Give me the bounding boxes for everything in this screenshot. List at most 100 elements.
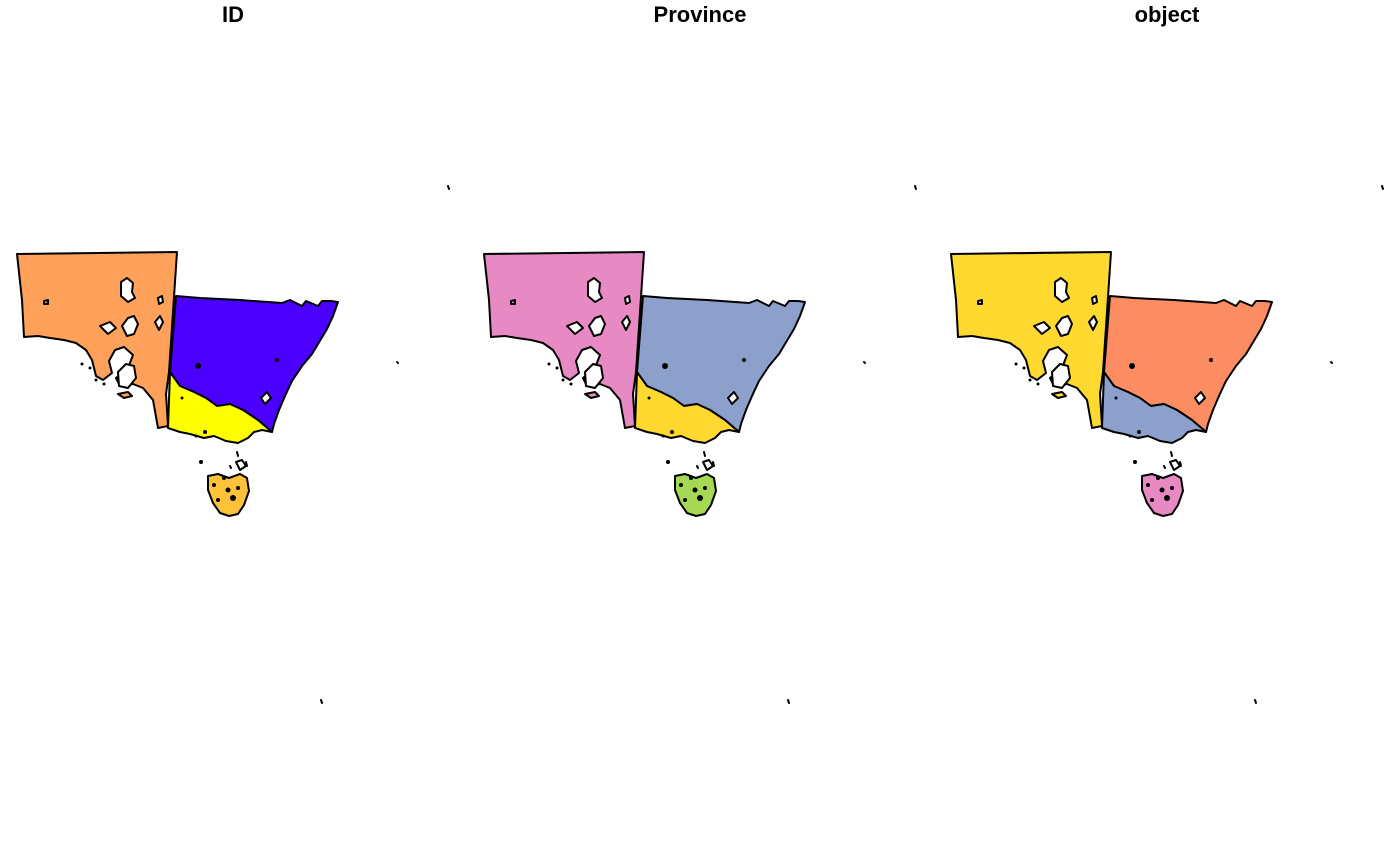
islet [216,498,220,502]
islet [1146,483,1150,487]
islet [661,434,665,438]
lake-hole [157,295,164,305]
map-panel-id: ID [0,0,466,865]
islet [666,460,670,464]
region-south-australia [16,251,178,429]
islet [80,362,84,366]
islet [561,378,565,382]
islet [102,382,106,386]
islet [199,460,203,464]
islet [1159,487,1165,493]
lake-hole [121,315,139,337]
region-south-australia [950,251,1112,429]
island [584,391,600,399]
islet [222,476,226,480]
outlying-island [914,185,917,190]
outlying-island [447,185,450,190]
lake-hole [235,459,247,471]
outlying-island [703,451,706,457]
lake-hole [1033,321,1051,335]
lake-hole [587,277,603,303]
lake-hole [588,315,606,337]
island [977,299,983,305]
region-victoria [167,371,273,444]
map-panel-province: Province [467,0,933,865]
islet [1209,358,1213,362]
islet [647,396,651,400]
lake-hole [154,315,164,331]
lake-hole [99,321,117,335]
island [510,299,516,305]
islet [275,358,279,362]
islet [670,430,674,434]
lake-hole [1194,391,1206,405]
outlying-island [787,699,790,704]
outlying-island [696,465,699,469]
islet [236,486,240,490]
map-canvas-id [16,185,450,704]
lake-hole [584,363,604,389]
region-victoria [1101,371,1207,444]
outlying-island [320,699,323,704]
region-tasmania [207,473,250,517]
islet [1028,378,1032,382]
islet [1114,396,1118,400]
outlying-island [1330,361,1333,364]
outlying-island [1381,185,1384,190]
islet [194,434,198,438]
region-victoria [634,371,740,444]
outlying-island [1179,461,1182,467]
island [117,391,133,399]
islet [1014,362,1018,366]
outlying-island [1254,699,1257,704]
islet [689,476,693,480]
islet [1156,476,1160,480]
lake-hole [727,391,739,405]
islet [683,498,687,502]
outlying-island [863,361,866,364]
islet [203,430,207,434]
lake-hole [702,459,714,471]
region-tasmania [1141,473,1184,517]
islet [88,366,92,370]
islet [212,483,216,487]
outlying-island [1170,451,1173,457]
lake-hole [260,391,272,405]
islet [555,366,559,370]
islet [1137,430,1141,434]
islet [547,362,551,366]
islet [692,487,698,493]
islet [1128,434,1132,438]
islet [225,487,231,493]
island [1051,391,1067,399]
map-panel-object: object [934,0,1400,865]
lake-hole [1169,459,1181,471]
islet [230,495,236,501]
islet [1022,366,1026,370]
outlying-island [236,451,239,457]
outlying-island [396,361,399,364]
lake-hole [1055,315,1073,337]
lake-hole [621,315,631,331]
islet [94,378,98,382]
map-canvas-province [483,185,917,704]
lake-hole [1091,295,1098,305]
islet [1133,460,1137,464]
region-tasmania [674,473,717,517]
islet [697,495,703,501]
panel-title-object: object [1134,2,1200,27]
region-south-australia [483,251,645,429]
islet [1170,486,1174,490]
islet [679,483,683,487]
map-canvas-object [950,185,1384,704]
outlying-island [229,465,232,469]
outlying-island [245,461,248,467]
lake-hole [624,295,631,305]
lake-hole [1054,277,1070,303]
panel-title-province: Province [653,2,747,27]
outlying-island [712,461,715,467]
islet [703,486,707,490]
islet [1129,363,1135,369]
panel-title-id: ID [222,2,244,27]
islet [742,358,746,362]
